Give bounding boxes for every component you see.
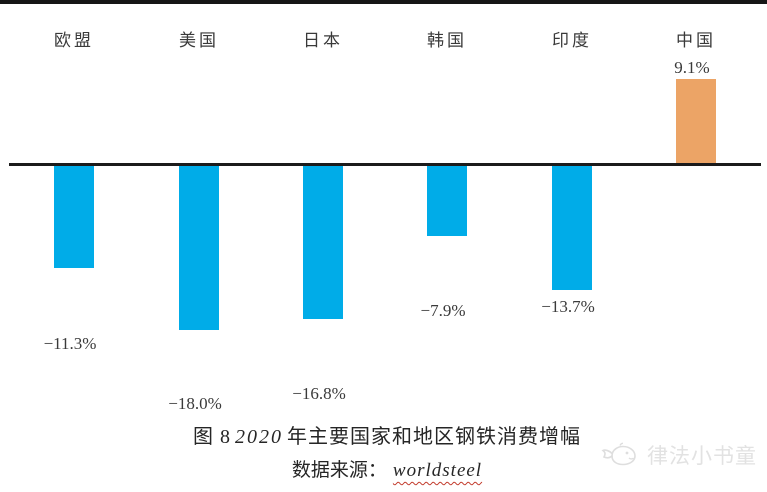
value-label-2: −18.0% (168, 394, 222, 413)
category-label-6: 中国 (676, 31, 716, 50)
source-value: worldsteel (392, 460, 483, 481)
bar-6 (676, 79, 716, 164)
bar-1 (54, 163, 94, 268)
value-label-6: 9.1% (674, 58, 710, 77)
bar-2 (179, 163, 219, 330)
bar-5 (552, 163, 592, 290)
category-label-5: 印度 (552, 31, 592, 50)
bar-4 (427, 163, 467, 236)
category-label-4: 韩国 (427, 31, 467, 50)
value-label-1: −11.3% (43, 334, 97, 353)
value-label-3: −16.8% (292, 384, 346, 403)
category-label-1: 欧盟 (54, 31, 94, 50)
watermark-text: 律法小书童 (647, 444, 757, 468)
category-label-2: 美国 (179, 31, 219, 50)
chart-title-text: 年主要国家和地区钢铁消费增幅 (287, 426, 581, 448)
chart-source: 数据来源： worldsteel (292, 455, 482, 482)
bar-3 (303, 163, 343, 319)
whale-doodle-icon (601, 442, 636, 466)
chart-title-year: 2020 (235, 426, 283, 448)
value-label-4: −7.9% (420, 301, 466, 320)
top-border-line (0, 0, 767, 4)
bar-chart: 欧盟 −11.3% 美国 −18.0% 日本 −16.8% 韩国 −7.9% 印度 −13.7% 中… (9, 31, 761, 413)
chart-title: 图 8 2020 年主要国家和地区钢铁消费增幅 (193, 420, 581, 449)
source-label: 数据来源： (291, 460, 387, 481)
watermark: 律法小书童 (600, 440, 757, 470)
zero-axis-line (9, 163, 761, 166)
category-label-3: 日本 (303, 31, 343, 50)
chart-title-figure-prefix: 图 8 (193, 426, 231, 448)
value-label-5: −13.7% (541, 297, 595, 316)
